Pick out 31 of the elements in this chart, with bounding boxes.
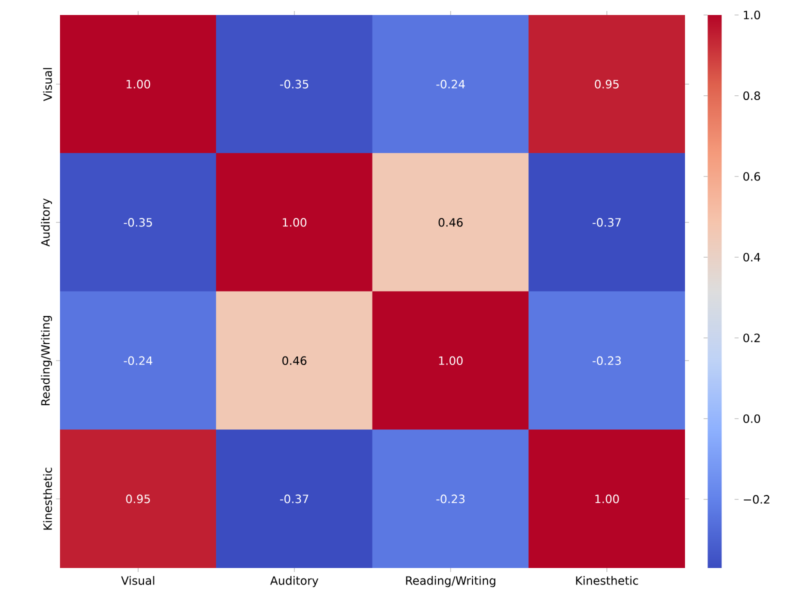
data-label: -0.23: [592, 356, 621, 365]
color-bar-label: 0.2: [743, 334, 760, 342]
y-tick-label: Visual: [43, 68, 52, 102]
data-label: 0.46: [438, 218, 463, 227]
color-bar-label: 1.0: [744, 10, 760, 20]
data-label: 1.00: [439, 356, 463, 365]
color-bar-label: 0.4: [743, 252, 760, 262]
data-label: 1.00: [126, 80, 150, 88]
x-tick-label: Kinesthetic: [576, 576, 638, 585]
y-tick-label: Reading/Writing: [40, 316, 52, 406]
y-tick-label: Kinesthetic: [43, 468, 52, 530]
data-label: -0.23: [436, 494, 465, 504]
color-bar-label: 0.8: [743, 91, 760, 100]
data-label: -0.37: [592, 218, 621, 227]
data-label: -0.35: [124, 218, 152, 227]
data-label: 0.95: [126, 494, 150, 504]
color-bar-label: 0.0: [743, 414, 760, 423]
x-tick-label: Reading/Writing: [406, 576, 496, 588]
data-label: -0.24: [436, 80, 465, 88]
color-bar-label: −0.2: [744, 495, 770, 504]
data-label: -0.35: [280, 80, 308, 88]
data-label: 0.46: [282, 356, 306, 365]
x-tick-label: Auditory: [270, 576, 318, 588]
data-label: -0.24: [124, 356, 152, 365]
data-label: -0.37: [280, 494, 308, 504]
color-bar-label: 0.6: [743, 172, 760, 181]
data-label: 0.95: [594, 80, 619, 88]
x-tick-label: Visual: [121, 576, 154, 585]
data-label: 1.00: [282, 218, 306, 227]
y-tick-label: Auditory: [40, 198, 52, 247]
data-label: 1.00: [595, 494, 619, 504]
